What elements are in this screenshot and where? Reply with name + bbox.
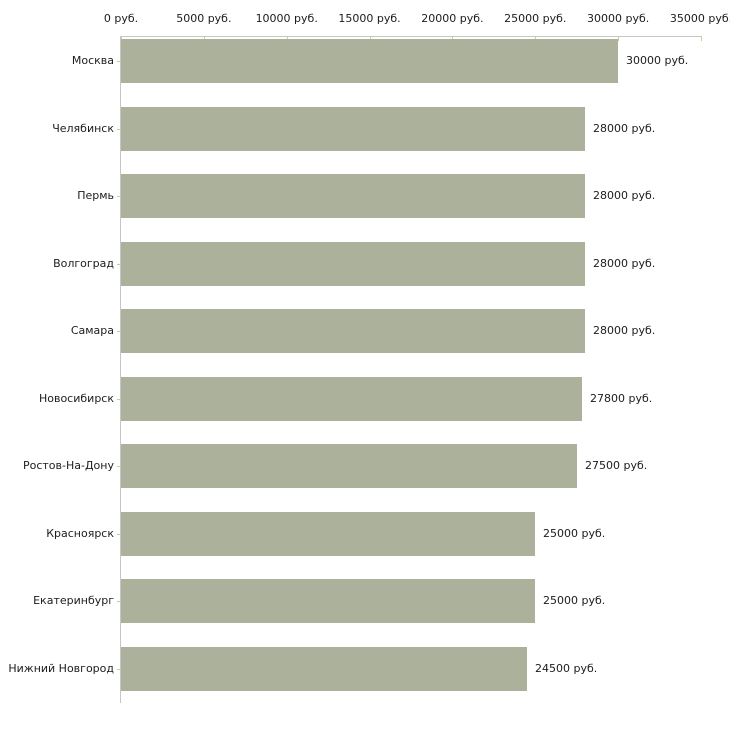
x-axis-tick-label: 20000 руб. xyxy=(421,12,484,25)
value-label: 27500 руб. xyxy=(585,459,648,472)
category-label: Москва xyxy=(71,54,114,67)
x-axis-tick-label: 30000 руб. xyxy=(587,12,650,25)
x-axis-tick xyxy=(701,36,702,41)
bar xyxy=(121,376,582,421)
bar xyxy=(121,309,585,353)
bar xyxy=(121,174,585,218)
category-label: Самара xyxy=(70,324,114,337)
value-label: 24500 руб. xyxy=(535,661,598,675)
x-axis-tick-label: 10000 руб. xyxy=(255,12,318,25)
x-axis-tick-label: 25000 руб. xyxy=(504,12,567,25)
y-axis-tick xyxy=(117,466,121,467)
x-axis-tick-label: 5000 руб. xyxy=(176,12,232,25)
category-label: Челябинск xyxy=(52,121,114,135)
value-label: 28000 руб. xyxy=(593,189,656,202)
x-axis-tick xyxy=(203,36,205,41)
y-axis-tick xyxy=(117,398,121,400)
y-axis-tick xyxy=(117,263,121,265)
y-axis-tick xyxy=(117,533,121,535)
bar xyxy=(121,39,618,83)
bar xyxy=(121,241,585,286)
y-axis-tick xyxy=(117,128,121,130)
category-label: Ростов-На-Дону xyxy=(22,459,114,472)
value-label: 30000 руб. xyxy=(626,54,689,67)
y-axis-tick xyxy=(117,196,121,197)
x-axis-tick xyxy=(369,36,371,41)
x-axis-tick xyxy=(286,36,288,41)
y-axis-tick xyxy=(117,668,121,670)
category-label: Волгоград xyxy=(53,256,114,270)
value-label: 27800 руб. xyxy=(590,391,653,405)
x-axis-tick xyxy=(618,36,620,41)
bar xyxy=(121,646,527,691)
x-axis-tick xyxy=(121,36,122,41)
bar xyxy=(121,444,577,488)
x-axis-tick-label: 0 руб. xyxy=(103,12,139,25)
x-axis-tick xyxy=(535,36,537,41)
value-label: 25000 руб. xyxy=(543,594,606,607)
y-axis-tick xyxy=(117,601,121,602)
y-axis-tick xyxy=(117,61,121,62)
category-label: Екатеринбург xyxy=(33,594,114,607)
category-label: Пермь xyxy=(77,189,114,202)
y-axis-tick xyxy=(117,331,121,332)
plot-area: 0 руб. 5000 руб. 10000 руб. 15000 руб. 20000… xyxy=(8,12,730,703)
value-label: 28000 руб. xyxy=(593,256,656,270)
category-label: Красноярск xyxy=(46,526,114,540)
bar xyxy=(121,579,535,623)
category-label: Нижний Новгород xyxy=(8,661,114,675)
x-axis-tick xyxy=(452,36,454,41)
bar xyxy=(121,106,585,151)
bar xyxy=(121,511,535,556)
category-label: Новосибирск xyxy=(38,391,114,405)
x-axis-tick-label: 35000 руб. xyxy=(669,12,730,25)
value-label: 28000 руб. xyxy=(593,121,656,135)
x-axis-tick-label: 15000 руб. xyxy=(338,12,401,25)
value-label: 28000 руб. xyxy=(593,324,656,337)
value-label: 25000 руб. xyxy=(543,526,606,540)
